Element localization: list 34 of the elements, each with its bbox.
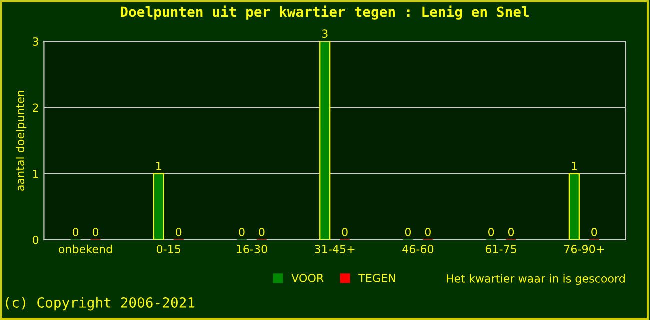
bar xyxy=(320,42,331,240)
legend-label: TEGEN xyxy=(358,274,396,282)
y-tick-label: 1 xyxy=(33,170,38,178)
data-label: 0 xyxy=(425,228,431,236)
data-label: 0 xyxy=(176,228,182,236)
data-label: 0 xyxy=(342,228,348,236)
x-tick-label: 16-30 xyxy=(237,245,268,254)
x-axis-title: Het kwartier waar in is gescoord xyxy=(447,274,625,286)
y-axis-title: aantal doelpunten xyxy=(16,90,27,191)
data-label: 0 xyxy=(405,228,412,236)
data-label: 0 xyxy=(592,228,598,236)
data-label: 3 xyxy=(322,30,328,38)
chart-title: Doelpunten uit per kwartier tegen : Lenig en Snel xyxy=(121,6,529,20)
data-label: 1 xyxy=(156,162,162,170)
data-label: 1 xyxy=(572,162,577,170)
y-tick-label: 3 xyxy=(33,38,38,46)
x-tick-label: onbekend xyxy=(59,244,112,254)
data-label: 0 xyxy=(72,228,79,236)
x-tick-label: 0-15 xyxy=(156,245,180,254)
legend-label: VOOR xyxy=(292,274,324,282)
bar xyxy=(568,173,580,240)
data-label: 0 xyxy=(488,228,494,236)
data-label: 0 xyxy=(259,228,265,236)
x-tick-label: 61-75 xyxy=(486,245,516,254)
x-tick-label: 46-60 xyxy=(402,245,434,254)
y-tick-label: 2 xyxy=(33,104,38,112)
x-tick-label: 31-45+ xyxy=(315,245,355,254)
x-tick-label: 76-90+ xyxy=(564,245,604,254)
data-label: 0 xyxy=(92,228,99,236)
data-label: 0 xyxy=(239,228,245,236)
bar xyxy=(153,173,164,240)
data-label: 0 xyxy=(508,228,514,236)
text: (c) Copyright 2006-2021 xyxy=(6,297,195,311)
y-tick-label: 0 xyxy=(33,236,39,244)
